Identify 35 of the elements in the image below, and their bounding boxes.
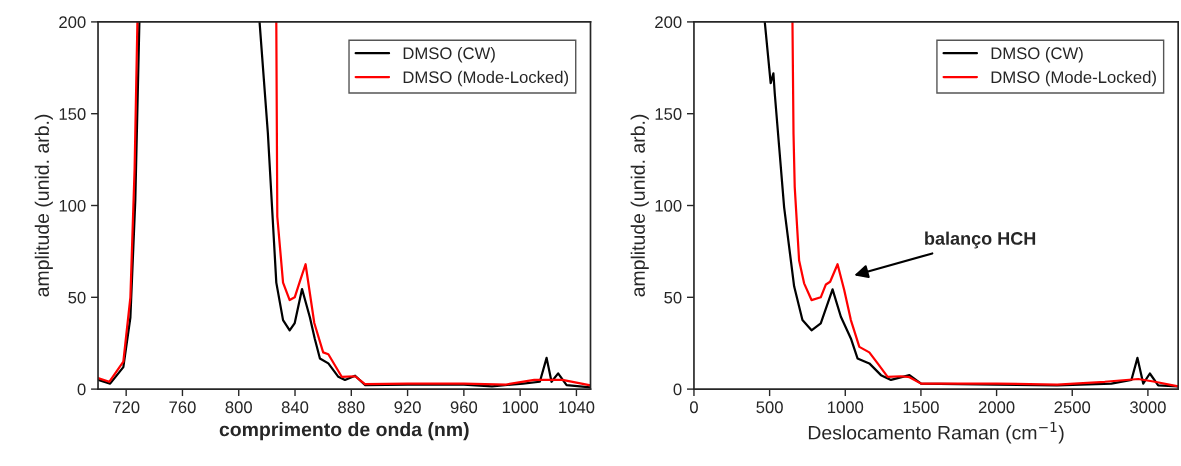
y-axis-title: amplitude (unid. arb.) <box>630 114 649 297</box>
legend-label: DMSO (Mode-Locked) <box>991 70 1156 87</box>
x-tick-label: 960 <box>450 401 478 414</box>
x-tick-label: 720 <box>113 401 140 414</box>
y-tick-label: 100 <box>59 199 86 212</box>
y-tick-label: 50 <box>68 291 86 304</box>
y-tick-label: 0 <box>673 383 682 396</box>
y-axis-title: amplitude (unid. arb.) <box>34 114 53 297</box>
y-tick-label: 200 <box>655 16 682 29</box>
y-tick-label: 150 <box>655 108 682 120</box>
x-tick-label: 3000 <box>1130 401 1166 414</box>
y-tick-label: 200 <box>59 16 86 29</box>
x-tick-label: 2000 <box>978 401 1015 414</box>
x-tick-label: 0 <box>689 401 698 414</box>
x-tick-label: 840 <box>281 401 309 414</box>
x-tick-label: 1040 <box>559 401 595 414</box>
legend-label: DMSO (CW) <box>403 46 495 63</box>
y-tick-label: 0 <box>77 383 86 396</box>
x-tick-label: 500 <box>756 401 783 414</box>
x-tick-label: 1500 <box>903 401 939 414</box>
y-tick-label: 150 <box>59 108 86 120</box>
x-axis-title: comprimento de onda (nm) <box>219 422 469 441</box>
x-tick-label: 920 <box>394 401 421 414</box>
legend-label: DMSO (CW) <box>991 46 1083 63</box>
x-tick-label: 800 <box>225 401 252 414</box>
annotation: balanço HCH <box>925 231 1036 249</box>
x-tick-label: 880 <box>338 401 365 414</box>
legend-label: DMSO (Mode-Locked) <box>403 70 569 87</box>
x-axis-title: Deslocamento Raman (cm$^{−1}$) <box>808 422 1064 444</box>
x-tick-label: 1000 <box>828 401 864 414</box>
x-tick-label: 760 <box>169 401 196 414</box>
y-tick-label: 100 <box>655 199 682 212</box>
x-tick-label: 1000 <box>502 401 539 414</box>
y-tick-label: 50 <box>664 291 682 304</box>
x-tick-label: 2500 <box>1054 401 1091 414</box>
